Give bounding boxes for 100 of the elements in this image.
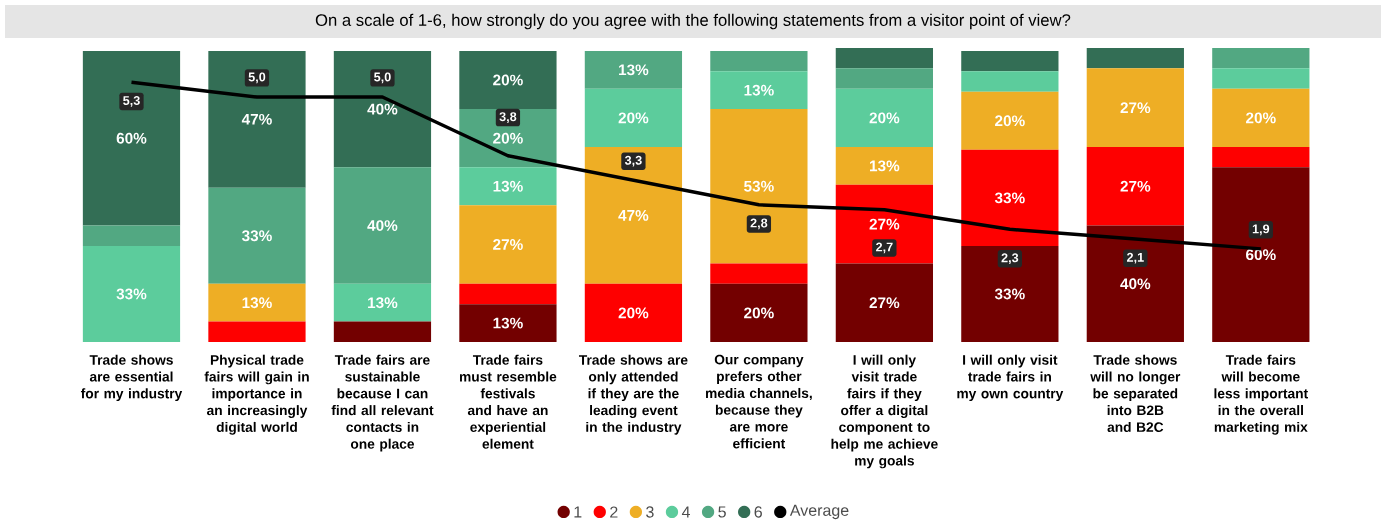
x-tick-label: Trade shows are only attended if they are the leading event in the industry	[578, 354, 688, 435]
chart-title: On a scale of 1-6, how strongly do you agree with the following statements from a visitor point of view?	[315, 13, 1071, 30]
data-label: 33%	[994, 192, 1025, 204]
data-label: 40%	[367, 103, 398, 115]
bar	[333, 283, 432, 322]
legend-label: Average	[789, 504, 849, 520]
bar	[710, 109, 808, 264]
legend-label: 4	[681, 506, 690, 518]
data-label: 1,9	[1252, 224, 1270, 236]
data-label: 20%	[995, 115, 1025, 127]
data-label: 27%	[869, 297, 900, 309]
bar	[710, 263, 808, 284]
data-label: 13%	[870, 160, 900, 172]
x-tick-label: I will only visit trade fairs if they offer a digital component to help me achieve my goals	[831, 354, 938, 469]
data-label: 33%	[241, 230, 272, 242]
data-label: 13%	[493, 180, 523, 192]
data-label: 13%	[242, 297, 272, 309]
bar	[584, 283, 683, 342]
bar	[835, 263, 934, 342]
data-label: 20%	[618, 307, 649, 319]
data-label: 27%	[1120, 180, 1151, 192]
legend-label: 2	[610, 506, 618, 518]
data-label: 20%	[493, 74, 523, 86]
data-label: 2,3	[1001, 253, 1019, 265]
data-label: 2,1	[1126, 252, 1144, 264]
bar	[584, 146, 683, 284]
bar	[584, 88, 683, 147]
data-label: 3,8	[499, 112, 517, 123]
bar	[1212, 88, 1310, 147]
legend-label: 6	[754, 506, 762, 518]
bar	[835, 88, 934, 147]
bar	[333, 321, 432, 342]
x-tick-label: Trade shows will no longer be separated into B2B and B2C	[1090, 354, 1181, 432]
data-label: 2,7	[876, 242, 893, 254]
data-label: 40%	[367, 220, 398, 231]
data-label: 47%	[241, 113, 272, 125]
data-label: 20%	[744, 307, 774, 319]
legend-label: 3	[646, 506, 654, 518]
bar	[208, 50, 306, 188]
bar	[82, 50, 181, 226]
x-tick-label: Trade shows are essential for my industry	[80, 354, 183, 402]
bar	[961, 245, 1059, 342]
bar	[459, 167, 557, 206]
x-tick-label: Trade fairs will become less important in the overall marketing mix	[1214, 354, 1308, 435]
bar	[82, 245, 181, 342]
x-tick-label: Trade fairs must resemble festivals and have an experiential element	[459, 354, 557, 449]
data-label: 20%	[618, 112, 649, 124]
data-label: 60%	[116, 132, 147, 144]
bar	[1086, 225, 1184, 342]
bar	[459, 283, 557, 305]
data-label: 3,3	[624, 155, 642, 167]
bar	[1086, 48, 1184, 69]
data-label: 33%	[116, 288, 147, 300]
bar	[1212, 167, 1310, 342]
bar	[584, 50, 683, 89]
data-label: 5,3	[123, 96, 140, 107]
bar	[961, 149, 1059, 246]
bar	[208, 283, 306, 322]
data-label: 40%	[1120, 278, 1151, 290]
bar	[1086, 68, 1184, 147]
data-label: 13%	[744, 84, 774, 96]
x-tick-label: Our company prefers other media channels, because they are more efficient	[705, 354, 812, 449]
data-label: 5,0	[248, 72, 266, 84]
bar	[835, 146, 934, 185]
data-label: 2,8	[750, 218, 768, 230]
bar	[82, 225, 181, 246]
bar	[710, 50, 808, 72]
data-label: 33%	[994, 288, 1025, 300]
bar	[459, 50, 557, 110]
bar	[710, 283, 808, 342]
data-label: 20%	[493, 132, 523, 144]
data-label: 53%	[744, 180, 774, 192]
x-tick-label: I will only visit trade fairs in my own country	[957, 354, 1064, 402]
bar	[1086, 146, 1184, 226]
legend-label: 5	[718, 506, 726, 518]
bar	[961, 91, 1059, 150]
bar	[835, 48, 934, 69]
bar	[208, 187, 306, 284]
bar	[835, 184, 934, 264]
bar	[835, 68, 934, 89]
legend-label: 1	[574, 506, 582, 518]
bar	[1212, 146, 1310, 168]
bar	[333, 167, 432, 284]
data-label: 13%	[368, 297, 398, 309]
x-tick-label: Physical trade fairs will gain in importance in an increasingly digital world	[204, 354, 309, 435]
data-label: 20%	[1246, 112, 1276, 124]
bar	[1212, 48, 1310, 69]
bar	[208, 321, 306, 342]
bar	[459, 304, 557, 342]
data-label: 20%	[869, 112, 900, 124]
data-label: 27%	[869, 218, 900, 230]
data-label: 60%	[1246, 249, 1276, 261]
data-label: 13%	[493, 317, 523, 329]
data-label: 13%	[619, 64, 649, 76]
bar	[961, 50, 1059, 72]
bar	[961, 71, 1059, 92]
x-tick-label: Trade fairs are sustainable because I can find all relevant contacts in one place	[331, 354, 434, 452]
bar	[459, 205, 557, 284]
data-label: 27%	[1120, 102, 1151, 114]
bar	[333, 50, 432, 168]
